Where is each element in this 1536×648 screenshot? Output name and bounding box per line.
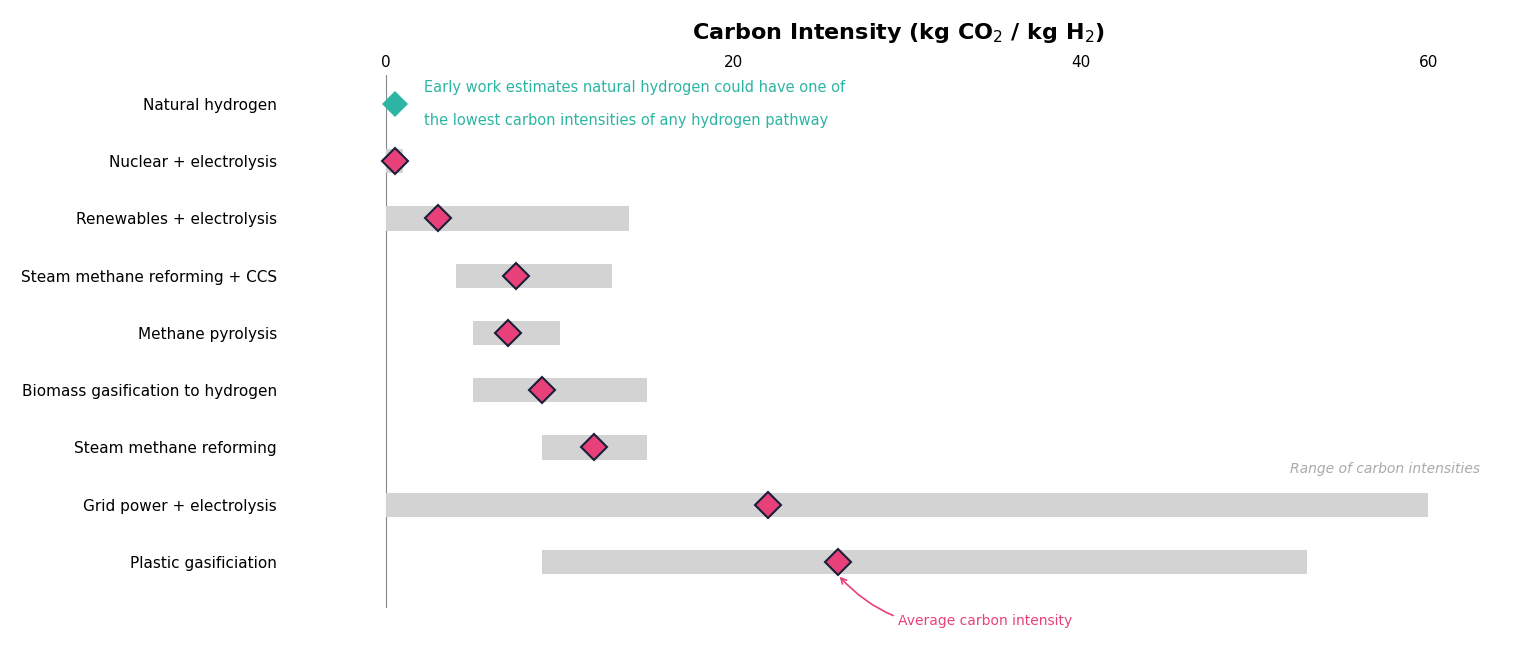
Bar — [542, 435, 647, 459]
Bar — [386, 207, 630, 231]
Bar — [386, 149, 404, 173]
Bar — [386, 492, 1428, 516]
Text: Average carbon intensity: Average carbon intensity — [840, 578, 1072, 627]
Bar — [473, 378, 647, 402]
X-axis label: Carbon Intensity (kg CO$_2$ / kg H$_2$): Carbon Intensity (kg CO$_2$ / kg H$_2$) — [693, 21, 1104, 45]
Bar — [542, 550, 1307, 574]
Text: the lowest carbon intensities of any hydrogen pathway: the lowest carbon intensities of any hyd… — [424, 113, 828, 128]
Text: Early work estimates natural hydrogen could have one of: Early work estimates natural hydrogen co… — [424, 80, 845, 95]
Bar — [456, 264, 611, 288]
Bar — [473, 321, 559, 345]
Text: Range of carbon intensities: Range of carbon intensities — [1290, 462, 1481, 476]
